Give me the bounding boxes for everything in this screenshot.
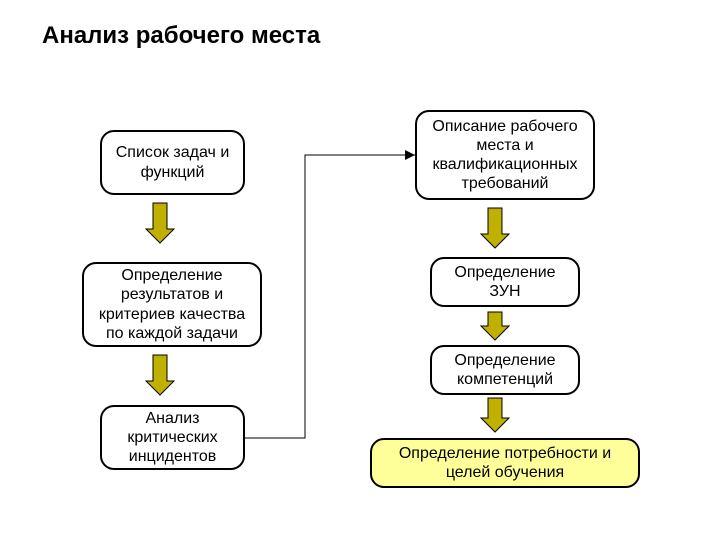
node-zun: Определение ЗУН: [430, 257, 580, 307]
page-title: Анализ рабочего места: [42, 22, 320, 50]
node-task-list: Список задач и функций: [100, 130, 245, 195]
node-training-needs: Определение потребности и целей обучения: [370, 438, 640, 488]
node-critical-incidents: Анализ критических инцидентов: [100, 405, 245, 470]
node-competencies: Определение компетенций: [430, 345, 580, 395]
node-workplace-description: Описание рабочего места и квалификационн…: [415, 110, 595, 200]
node-results-criteria: Определение результатов и критериев каче…: [82, 262, 262, 347]
